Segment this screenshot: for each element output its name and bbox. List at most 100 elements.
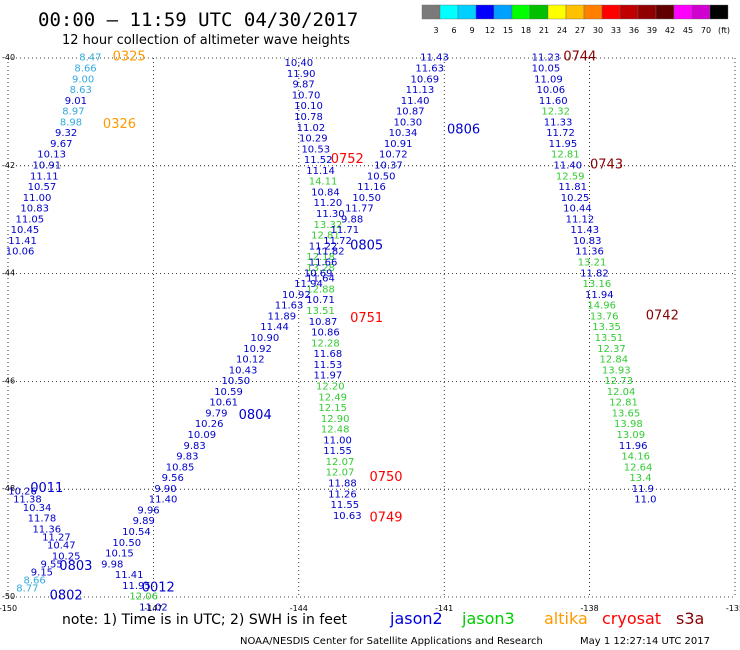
- swh-value: 11.38: [13, 495, 42, 506]
- swh-value: 13.51: [595, 333, 624, 344]
- colorbar-tick-label: 36: [629, 26, 639, 35]
- swh-value: 11.41: [115, 570, 144, 581]
- legend-cryosat: cryosat: [602, 609, 661, 628]
- swh-value: 10.45: [11, 225, 40, 236]
- legend-jason3: jason3: [461, 609, 515, 628]
- pass-time-label: 0743: [590, 157, 623, 172]
- swh-value: 10.05: [532, 63, 561, 74]
- colorbar-tick-label: 45: [683, 26, 693, 35]
- colorbar-swatch: [529, 4, 549, 20]
- colorbar-swatch: [565, 4, 585, 20]
- swh-value: 11.60: [539, 96, 568, 107]
- swh-value: 9.98: [101, 559, 123, 570]
- swh-value: 11.82: [316, 247, 345, 258]
- colorbar-swatch: [709, 4, 729, 20]
- swh-value: 10.34: [389, 128, 418, 139]
- swh-value: 11.81: [558, 182, 587, 193]
- swh-value: 10.15: [105, 549, 134, 560]
- swh-value: 11.53: [314, 360, 343, 371]
- pass-time-label: 0804: [239, 408, 272, 423]
- swh-value: 11.40: [149, 495, 178, 506]
- swh-value: 9.01: [65, 96, 87, 107]
- colorbar-tick-label: 15: [503, 26, 513, 35]
- swh-value: 10.91: [384, 139, 413, 150]
- swh-value: 11.16: [357, 182, 386, 193]
- colorbar: 3 6 9 12 15 18 21 24 27 30 33 36 39 42 45 70 (ft): [421, 4, 730, 35]
- swh-value: 9.87: [293, 80, 315, 91]
- swh-value: 10.30: [394, 117, 423, 128]
- swh-value: 12.20: [316, 381, 345, 392]
- swh-value: 10.92: [243, 344, 272, 355]
- swh-value: 10.71: [306, 295, 335, 306]
- swh-value: 13.09: [616, 430, 645, 441]
- swh-value: 13.65: [612, 408, 641, 419]
- lon-tick-label: -150: [0, 604, 17, 613]
- colorbar-swatch: [655, 4, 675, 20]
- swh-value: 11.55: [323, 446, 352, 457]
- swh-value: 10.26: [195, 419, 224, 430]
- swh-value: 11.64: [306, 274, 335, 285]
- swh-value: 12.84: [600, 355, 629, 366]
- swh-value: 10.53: [301, 144, 330, 155]
- pass-time-label: 0803: [59, 559, 92, 574]
- swh-value: 10.83: [573, 236, 602, 247]
- swh-value: 9.32: [55, 128, 77, 139]
- swh-value: 10.25: [52, 551, 81, 562]
- swh-value: 11.95: [122, 581, 151, 592]
- swh-value: 12.64: [624, 462, 653, 473]
- swh-value: 13.98: [614, 419, 643, 430]
- swh-value: 14.11: [309, 177, 338, 188]
- swh-value: 11.72: [546, 128, 575, 139]
- swh-value: 10.90: [251, 333, 280, 344]
- swh-value: 10.72: [379, 150, 408, 161]
- swh-value: 10.26: [8, 487, 37, 498]
- swh-value: 13.35: [592, 322, 621, 333]
- swh-value: 11.13: [406, 85, 435, 96]
- legend-jason2: jason2: [389, 609, 443, 628]
- colorbar-swatch: [637, 4, 657, 20]
- swh-value: 11.27: [42, 532, 71, 543]
- swh-value: 10.86: [311, 328, 340, 339]
- swh-value: 11.22: [309, 241, 338, 252]
- swh-value: 10.92: [282, 290, 311, 301]
- colorbar-tick-label: (ft): [718, 26, 730, 35]
- swh-value: 10.43: [229, 365, 258, 376]
- swh-value: 12.32: [541, 107, 570, 118]
- swh-value: 13.21: [578, 258, 607, 269]
- swh-value: 10.06: [537, 85, 566, 96]
- colorbar-tick-label: 3: [433, 26, 438, 35]
- colorbar-swatch: [673, 4, 693, 20]
- swh-value: 10.25: [561, 193, 590, 204]
- swh-value: 10.54: [122, 527, 151, 538]
- footer-note: note: 1) Time is in UTC; 2) SWH is in fe…: [62, 612, 348, 628]
- colorbar-swatch: [439, 4, 459, 20]
- swh-value: 13.32: [314, 220, 343, 231]
- swh-value: 12.15: [318, 403, 347, 414]
- legend-altika: altika: [544, 609, 588, 628]
- swh-value: 10.50: [352, 193, 381, 204]
- swh-value: 11.43: [420, 53, 449, 64]
- page-subtitle: 12 hour collection of altimeter wave hei…: [62, 33, 350, 48]
- swh-value: 10.84: [311, 187, 340, 198]
- swh-value: 10.34: [23, 503, 52, 514]
- colorbar-tick-label: 27: [575, 26, 585, 35]
- swh-value: 11.94: [585, 290, 614, 301]
- lat-tick-label: -40: [2, 53, 15, 62]
- swh-value: 13.28: [306, 263, 335, 274]
- swh-value: 11.41: [8, 236, 37, 247]
- swh-value: 11.02: [297, 123, 326, 134]
- pass-time-label: 0751: [350, 311, 383, 326]
- swh-value: 11.00: [23, 193, 52, 204]
- colorbar-tick-label: 33: [611, 26, 621, 35]
- swh-value: 11.66: [309, 258, 338, 269]
- swh-value: 9.79: [205, 408, 227, 419]
- swh-value: 11.40: [553, 160, 582, 171]
- swh-value: 10.50: [112, 538, 141, 549]
- swh-value: 9.89: [133, 516, 155, 527]
- footer-timestamp: May 1 12:27:14 UTC 2017: [580, 636, 710, 647]
- axis-labels: -40 -42 -44 -46 -48 -50 -150 -147 -144 -141 -138 -1…: [0, 53, 740, 613]
- colorbar-tick-label: 21: [539, 26, 549, 35]
- swh-value: 11.40: [401, 96, 430, 107]
- swh-value: 11.02: [139, 602, 168, 613]
